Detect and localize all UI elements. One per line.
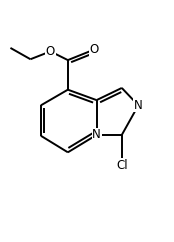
- Text: Cl: Cl: [116, 159, 128, 172]
- Text: O: O: [89, 43, 99, 56]
- Text: N: N: [134, 99, 143, 112]
- Text: O: O: [46, 45, 55, 58]
- Text: N: N: [92, 129, 101, 141]
